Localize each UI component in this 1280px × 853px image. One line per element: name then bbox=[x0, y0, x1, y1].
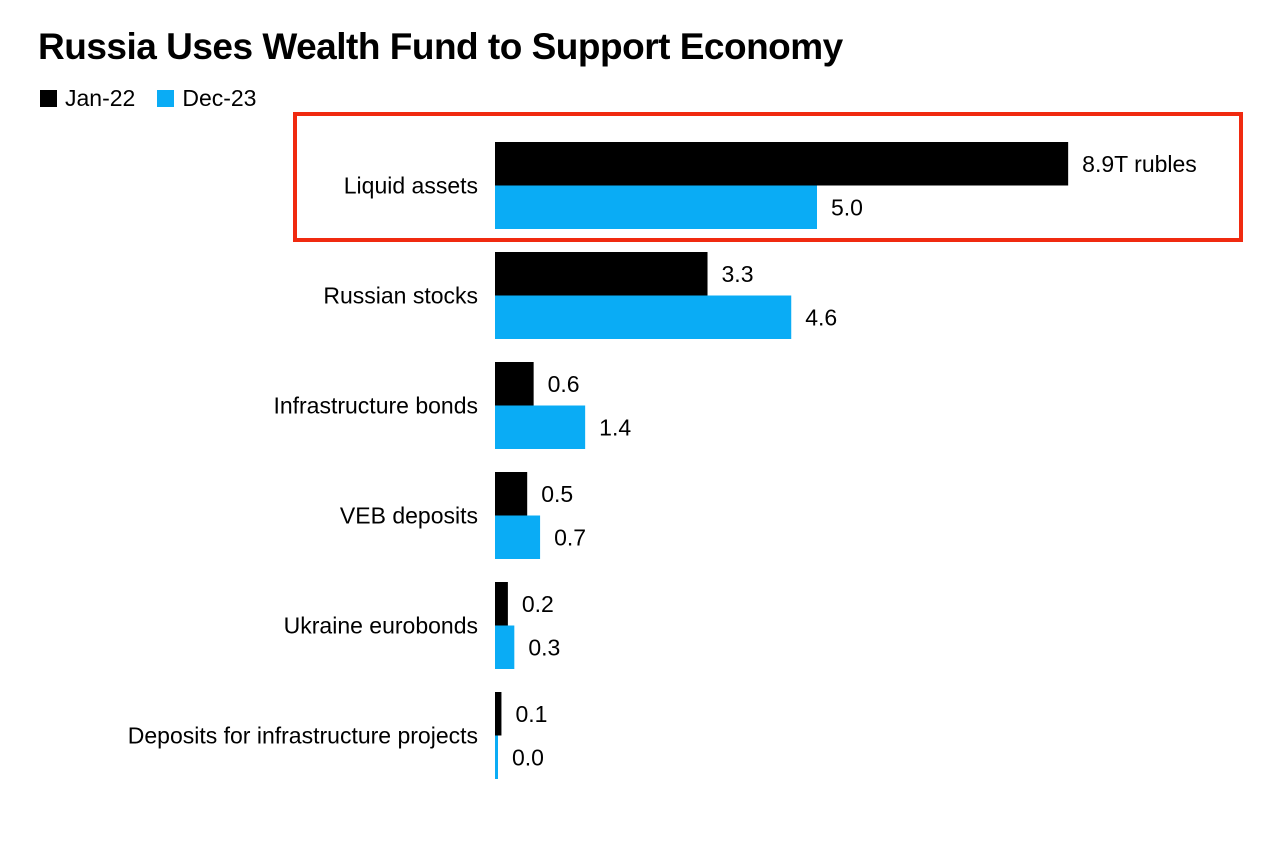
category-label: Ukraine eurobonds bbox=[284, 613, 478, 639]
data-label: 8.9T rubles bbox=[1082, 151, 1197, 177]
bar-jan-22 bbox=[495, 472, 528, 516]
bar-dec-23 bbox=[495, 295, 792, 339]
legend: Jan-22 Dec-23 bbox=[40, 85, 278, 112]
category-label: Russian stocks bbox=[323, 283, 478, 309]
bar-dec-23 bbox=[495, 405, 586, 449]
chart-title: Russia Uses Wealth Fund to Support Econo… bbox=[38, 26, 843, 67]
legend-label: Dec-23 bbox=[182, 85, 257, 111]
data-label: 5.0 bbox=[831, 194, 863, 220]
legend-swatch bbox=[40, 90, 57, 107]
data-label: 0.3 bbox=[528, 634, 560, 660]
bar-jan-22 bbox=[495, 252, 708, 296]
data-label: 3.3 bbox=[722, 261, 754, 287]
legend-label: Jan-22 bbox=[65, 85, 136, 111]
category-label: Infrastructure bonds bbox=[273, 393, 478, 419]
legend-swatch bbox=[157, 90, 175, 107]
bar-dec-23 bbox=[495, 625, 515, 669]
category-label: Deposits for infrastructure projects bbox=[128, 723, 478, 749]
bar-jan-22 bbox=[495, 692, 502, 736]
bar-jan-22 bbox=[495, 362, 534, 406]
data-label: 4.6 bbox=[805, 304, 837, 330]
bar-dec-23 bbox=[495, 735, 498, 779]
legend-item-jan-22: Jan-22 bbox=[40, 85, 135, 112]
legend-item-dec-23: Dec-23 bbox=[157, 85, 256, 112]
data-label: 0.5 bbox=[541, 481, 573, 507]
bar-dec-23 bbox=[495, 515, 541, 559]
data-label: 0.1 bbox=[515, 701, 547, 727]
data-label: 0.2 bbox=[522, 591, 554, 617]
data-label: 0.7 bbox=[554, 524, 586, 550]
category-label: Liquid assets bbox=[344, 173, 478, 199]
data-label: 0.6 bbox=[548, 371, 580, 397]
bar-dec-23 bbox=[495, 185, 817, 229]
bar-jan-22 bbox=[495, 582, 508, 626]
category-label: VEB deposits bbox=[340, 503, 478, 529]
data-label: 1.4 bbox=[599, 414, 631, 440]
highlight-box bbox=[293, 112, 1243, 242]
bar-jan-22 bbox=[495, 142, 1069, 186]
data-label: 0.0 bbox=[512, 744, 544, 770]
